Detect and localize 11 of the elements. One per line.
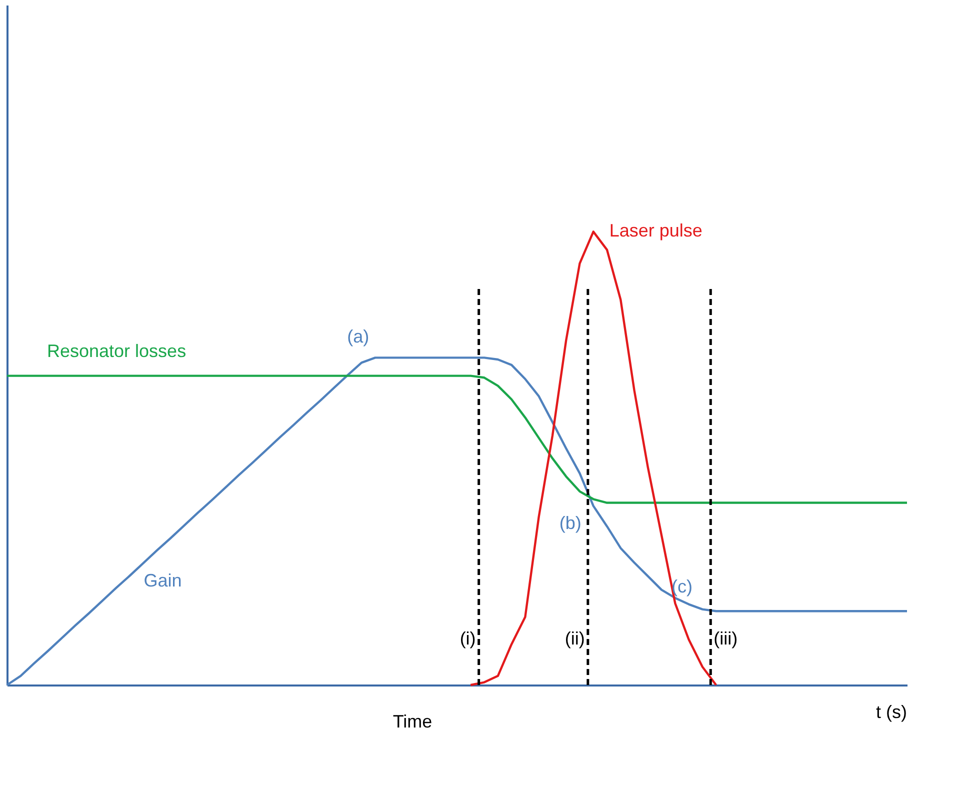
annotation: (i) bbox=[460, 628, 476, 649]
series-label: Gain bbox=[144, 570, 182, 591]
annotation: (c) bbox=[671, 576, 692, 596]
annotation: (ii) bbox=[564, 628, 585, 649]
annotation: (b) bbox=[559, 512, 582, 533]
x-axis-title: Time bbox=[392, 712, 432, 732]
series-label: Laser pulse bbox=[609, 220, 702, 241]
series-label: Resonator losses bbox=[47, 340, 186, 361]
annotation: (a) bbox=[347, 326, 370, 347]
annotation: (iii) bbox=[714, 628, 738, 649]
text: t (s) bbox=[876, 702, 907, 722]
